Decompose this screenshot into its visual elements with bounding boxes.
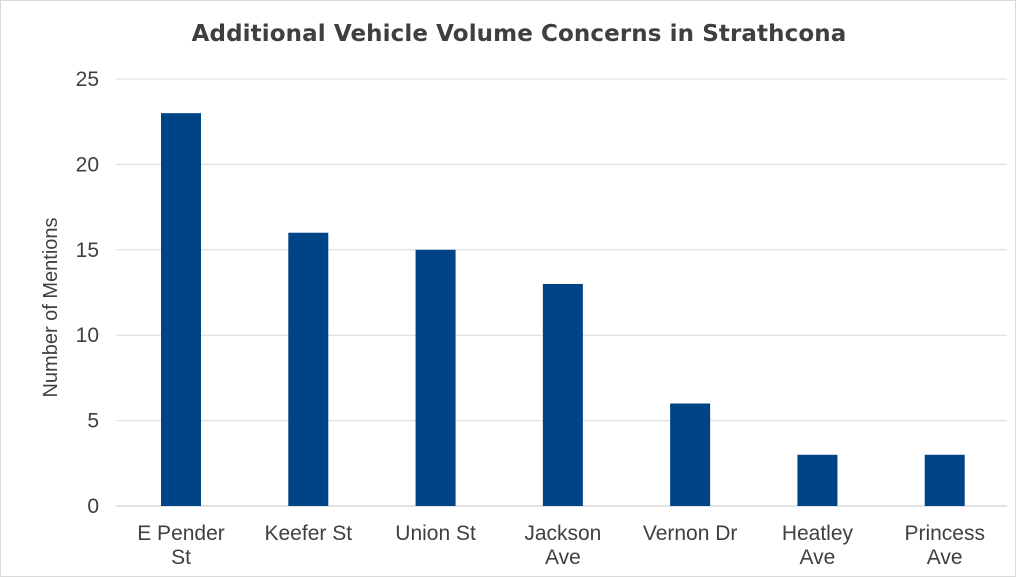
bars xyxy=(161,113,965,507)
bar xyxy=(670,403,711,506)
x-tick-label-line: Heatley xyxy=(782,522,854,545)
bar xyxy=(924,454,965,506)
x-tick-label-line: Union St xyxy=(395,522,476,545)
x-tick-label-line: St xyxy=(171,546,191,569)
x-tick-label-line: Ave xyxy=(800,546,836,569)
y-axis-title: Number of Mentions xyxy=(40,217,62,397)
x-tick-label-line: Ave xyxy=(927,546,963,569)
x-tick-label-line: Princess xyxy=(904,522,985,545)
y-tick-label: 5 xyxy=(87,410,99,433)
x-tick-label: Vernon Dr xyxy=(643,522,738,545)
x-tick-label: Keefer St xyxy=(265,522,353,545)
y-tick-label: 25 xyxy=(76,68,99,91)
x-tick-label-line: Vernon Dr xyxy=(643,522,738,545)
x-tick-label: Union St xyxy=(395,522,476,545)
bar xyxy=(288,232,329,506)
x-tick-label: Princess Ave xyxy=(904,522,985,569)
x-tick-label-line: Jackson xyxy=(524,522,601,545)
x-tick-label-line: E Pender xyxy=(137,522,225,545)
x-tick-label-line: Ave xyxy=(545,546,581,569)
y-tick-label: 15 xyxy=(76,239,99,262)
chart-title: Additional Vehicle Volume Concerns in St… xyxy=(191,21,847,47)
bar xyxy=(542,283,583,506)
y-tick-label: 10 xyxy=(76,324,99,347)
bar xyxy=(161,113,201,506)
bar xyxy=(415,249,456,507)
y-tick-label: 20 xyxy=(76,153,99,176)
y-tick-label: 0 xyxy=(87,495,99,518)
x-tick-label-line: Keefer St xyxy=(265,522,353,545)
x-tick-label: E Pender St xyxy=(137,522,225,569)
y-axis-ticks: 0 5 10 15 20 25 xyxy=(76,68,99,518)
bar xyxy=(797,454,838,506)
x-tick-label: Jackson Ave xyxy=(524,522,601,569)
x-tick-label: Heatley Ave xyxy=(782,522,854,569)
